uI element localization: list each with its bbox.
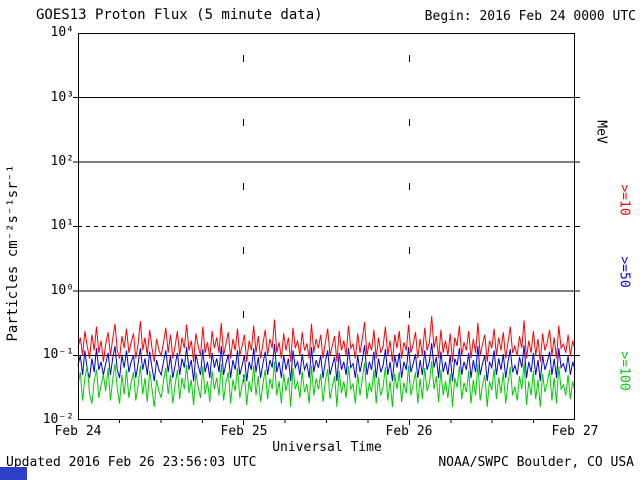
right-label-gte10: >=10 [616, 184, 632, 216]
credit-text: NOAA/SWPC Boulder, CO USA [438, 455, 634, 470]
y-tick-1e3: 10³ [50, 90, 74, 105]
y-tick-1e4: 10⁴ [50, 25, 74, 40]
x-tick-feb26: Feb 26 [385, 424, 433, 439]
updated-timestamp: Updated 2016 Feb 26 23:56:03 UTC [6, 455, 257, 470]
horizontal-gridlines [78, 97, 575, 356]
chart-title: GOES13 Proton Flux (5 minute data) [36, 7, 323, 23]
footer-logo [0, 467, 27, 480]
y-tick-1e-1: 10⁻¹ [42, 347, 74, 362]
x-tick-feb25: Feb 25 [220, 424, 268, 439]
begin-time-label: Begin: 2016 Feb 24 0000 UTC [424, 9, 636, 24]
x-axis-label: Universal Time [272, 440, 382, 455]
y-tick-1e-2: 10⁻² [42, 412, 74, 427]
series-gte100-line [77, 361, 576, 407]
y-tick-1e0: 10⁰ [50, 283, 74, 298]
y-axis-label: Particles cm⁻²s⁻¹sr⁻¹ [5, 164, 21, 342]
plot-area [73, 33, 580, 425]
x-tick-feb24: Feb 24 [54, 424, 102, 439]
right-label-mev: MeV [593, 120, 609, 144]
plot-frame [78, 33, 575, 420]
series-gte50-line [77, 343, 576, 382]
right-label-gte50: >=50 [616, 256, 632, 288]
x-tick-feb27: Feb 27 [551, 424, 599, 439]
axis-ticks [73, 97, 580, 425]
right-label-gte100: >=100 [616, 351, 632, 391]
y-tick-1e1: 10¹ [50, 218, 74, 233]
y-tick-1e2: 10² [50, 154, 74, 169]
series-gte10-line [77, 315, 576, 362]
